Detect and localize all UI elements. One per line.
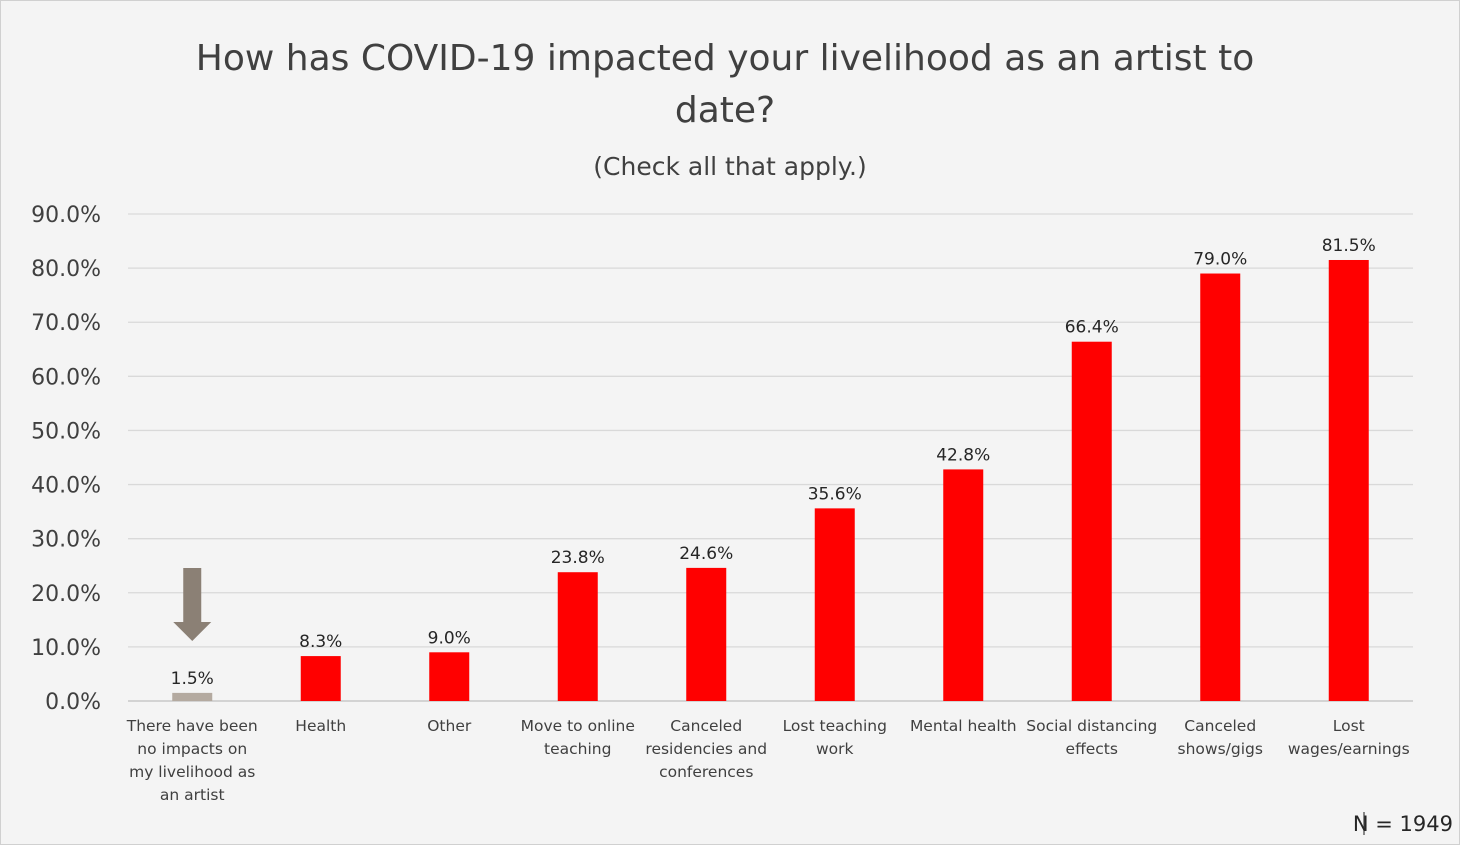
x-tick-label: Lost teaching work	[783, 717, 887, 758]
bar	[557, 572, 598, 701]
x-tick-label: Mental health	[910, 717, 1017, 735]
bars	[172, 259, 1369, 701]
y-tick-label: 10.0%	[31, 636, 101, 661]
y-tick-label: 80.0%	[31, 257, 101, 282]
annotations	[173, 568, 212, 641]
x-tick-label: Move to online teaching	[521, 717, 635, 758]
y-tick-label: 30.0%	[31, 528, 101, 553]
bar	[814, 508, 855, 701]
y-tick-label: 40.0%	[31, 474, 101, 499]
x-tick-label-line: work	[816, 740, 854, 758]
x-tick-label-line: Move to online	[521, 717, 635, 735]
data-label: 8.3%	[299, 632, 342, 652]
x-tick-label-line: teaching	[544, 740, 611, 758]
data-label: 79.0%	[1193, 250, 1247, 270]
x-axis-ticks: There have been no impacts on my livelihoo…	[126, 717, 1410, 804]
x-tick-label-line: an artist	[160, 786, 225, 804]
chart-subtitle: (Check all that apply.)	[593, 152, 866, 181]
x-tick-label-line: Canceled	[1184, 717, 1256, 735]
data-label: 23.8%	[551, 548, 605, 568]
y-axis-ticks: 0.0% 10.0% 20.0% 30.0% 40.0% 50.0% 60.0% 70.0% 8…	[31, 203, 101, 715]
data-labels: 1.5% 8.3% 9.0% 23.8% 24.6% 35.6% 42.8% 66.4% 79.…	[171, 236, 1376, 689]
x-tick-label-line: Social distancing	[1026, 717, 1157, 735]
x-tick-label-line: conferences	[659, 763, 753, 781]
bar	[1200, 273, 1241, 701]
x-tick-label-line: my livelihood as	[129, 763, 255, 781]
x-tick-label-line: Canceled	[670, 717, 742, 735]
bar	[429, 652, 470, 701]
data-label: 24.6%	[679, 544, 733, 564]
gridlines	[128, 213, 1413, 702]
bar	[686, 567, 727, 701]
x-tick-label: Canceled shows/gigs	[1178, 717, 1263, 758]
x-tick-label-line: Lost teaching	[783, 717, 887, 735]
data-label: 9.0%	[428, 628, 471, 648]
x-tick-label: There have been no impacts on my livelihoo…	[126, 717, 258, 804]
chart-title-line-2: date?	[675, 90, 775, 131]
x-tick-label: Health	[295, 717, 346, 735]
bar	[943, 469, 984, 701]
x-tick-label-line: residencies and	[645, 740, 767, 758]
x-tick-label-line: shows/gigs	[1178, 740, 1263, 758]
x-tick-label-line: no impacts on	[137, 740, 247, 758]
bar	[1328, 259, 1369, 701]
x-tick-label: Lost wages/earnings	[1288, 717, 1410, 758]
chart-title-line-1: How has COVID-19 impacted your livelihoo…	[196, 38, 1254, 79]
y-tick-label: 20.0%	[31, 582, 101, 607]
data-label: 1.5%	[171, 669, 214, 689]
x-tick-label-line: There have been	[126, 717, 258, 735]
x-tick-label-line: Lost	[1333, 717, 1365, 735]
y-tick-label: 0.0%	[45, 690, 101, 715]
x-tick-label-line: wages/earnings	[1288, 740, 1410, 758]
down-arrow-icon	[173, 568, 212, 641]
data-label: 35.6%	[808, 484, 862, 504]
x-tick-label: Other	[427, 717, 472, 735]
y-tick-label: 70.0%	[31, 311, 101, 336]
x-tick-label: Canceled residencies and conferences	[645, 717, 767, 781]
y-tick-label: 90.0%	[31, 203, 101, 228]
data-label: 81.5%	[1322, 236, 1376, 256]
sample-size-note: N = 1949	[1353, 812, 1453, 836]
x-tick-label-line: effects	[1066, 740, 1118, 758]
x-tick-label: Social distancing effects	[1026, 717, 1157, 758]
data-label: 42.8%	[936, 445, 990, 465]
bar	[172, 692, 213, 701]
y-tick-label: 60.0%	[31, 365, 101, 390]
bar	[1071, 341, 1112, 701]
down-arrow-annotation	[173, 568, 212, 641]
y-tick-label: 50.0%	[31, 419, 101, 444]
x-tick-label-line: Other	[427, 717, 472, 735]
x-tick-label-line: Health	[295, 717, 346, 735]
data-label: 66.4%	[1065, 318, 1119, 338]
x-tick-label-line: Mental health	[910, 717, 1017, 735]
bar	[300, 656, 341, 701]
